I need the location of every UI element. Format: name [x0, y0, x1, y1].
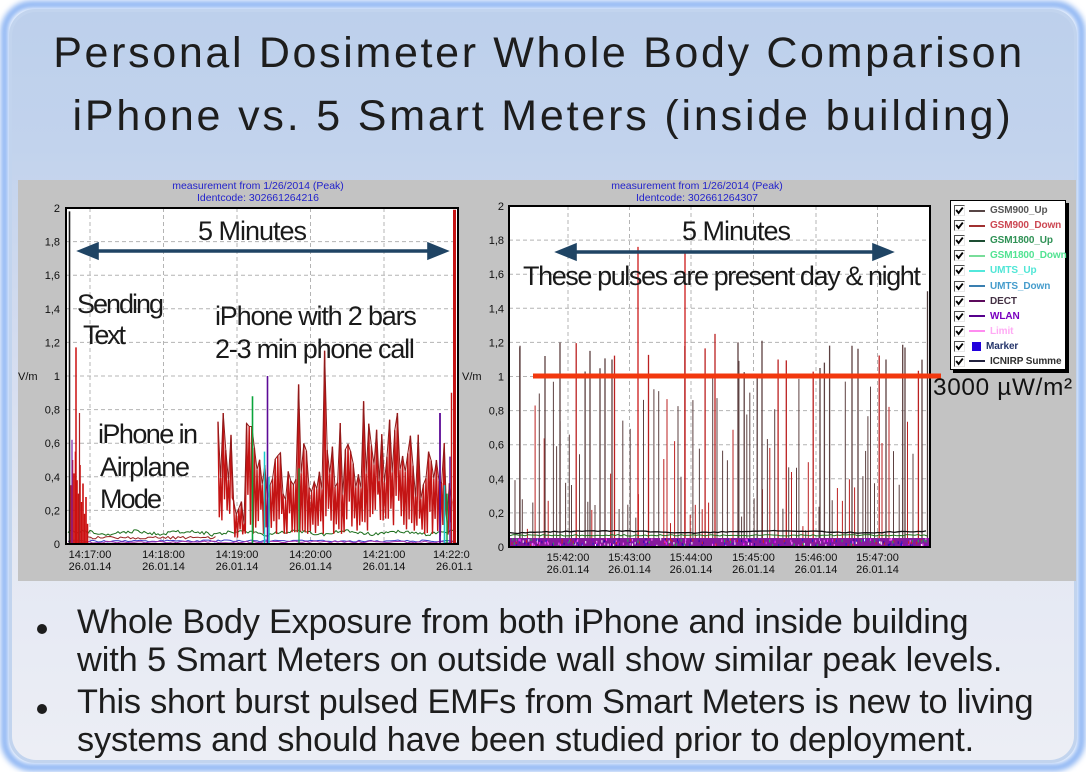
svg-text:26.01.14: 26.01.14: [608, 564, 651, 576]
svg-text:iPhone in: iPhone in: [98, 419, 197, 449]
svg-text:1: 1: [498, 372, 504, 384]
svg-text:5 Minutes: 5 Minutes: [682, 216, 790, 246]
svg-text:15:44:00: 15:44:00: [670, 552, 713, 564]
svg-text:0,2: 0,2: [45, 505, 60, 517]
svg-text:2: 2: [54, 203, 60, 215]
svg-text:0,8: 0,8: [489, 406, 504, 418]
svg-text:2: 2: [498, 201, 504, 213]
svg-text:0,2: 0,2: [489, 508, 504, 520]
svg-text:26.01.14: 26.01.14: [142, 561, 185, 573]
svg-text:Sending: Sending: [77, 289, 163, 319]
svg-text:Airplane: Airplane: [100, 452, 189, 482]
svg-text:Identcode: 302661264307: Identcode: 302661264307: [636, 192, 758, 204]
svg-text:14:18:00: 14:18:00: [142, 549, 185, 561]
svg-text:1,8: 1,8: [45, 237, 60, 249]
svg-text:15:47:00: 15:47:00: [856, 552, 899, 564]
svg-text:V/m: V/m: [18, 371, 38, 383]
svg-text:0,6: 0,6: [489, 440, 504, 452]
svg-text:26.01.14: 26.01.14: [856, 564, 899, 576]
svg-text:15:42:00: 15:42:00: [547, 552, 590, 564]
svg-text:26.01.14: 26.01.14: [547, 564, 590, 576]
svg-text:0,4: 0,4: [489, 474, 504, 486]
svg-text:0: 0: [54, 539, 60, 551]
svg-text:26.01.14: 26.01.14: [69, 561, 112, 573]
svg-text:Mode: Mode: [100, 484, 161, 514]
svg-text:0,8: 0,8: [45, 405, 60, 417]
svg-text:0,6: 0,6: [45, 438, 60, 450]
svg-text:15:45:00: 15:45:00: [732, 552, 775, 564]
svg-text:Text: Text: [83, 320, 127, 350]
svg-text:iPhone with 2 bars: iPhone with 2 bars: [215, 301, 416, 331]
svg-text:26.01.14: 26.01.14: [732, 564, 775, 576]
svg-text:26.01.14: 26.01.14: [795, 564, 838, 576]
svg-text:15:46:00: 15:46:00: [795, 552, 838, 564]
svg-text:26.01.1: 26.01.1: [436, 561, 473, 573]
svg-text:1,6: 1,6: [489, 269, 504, 281]
svg-text:measurement from 1/26/2014 (Pe: measurement from 1/26/2014 (Peak): [611, 180, 783, 192]
svg-text:1,2: 1,2: [45, 337, 60, 349]
svg-text:26.01.14: 26.01.14: [216, 561, 259, 573]
svg-text:1,2: 1,2: [489, 337, 504, 349]
svg-text:1,8: 1,8: [489, 235, 504, 247]
svg-text:0,4: 0,4: [45, 472, 60, 484]
svg-text:1,4: 1,4: [45, 304, 60, 316]
svg-text:14:21:00: 14:21:00: [363, 549, 406, 561]
svg-text:1,6: 1,6: [45, 270, 60, 282]
svg-text:14:19:00: 14:19:00: [216, 549, 259, 561]
svg-text:15:43:00: 15:43:00: [608, 552, 651, 564]
svg-text:14:22:0: 14:22:0: [433, 549, 470, 561]
svg-text:26.01.14: 26.01.14: [363, 561, 406, 573]
svg-text:1: 1: [54, 371, 60, 383]
svg-text:26.01.14: 26.01.14: [289, 561, 332, 573]
svg-text:1,4: 1,4: [489, 303, 504, 315]
svg-text:14:17:00: 14:17:00: [69, 549, 112, 561]
svg-text:V/m: V/m: [462, 371, 482, 383]
svg-text:These pulses are present day &: These pulses are present day & night: [523, 261, 921, 291]
svg-text:2-3 min phone call: 2-3 min phone call: [215, 334, 414, 364]
svg-text:5 Minutes: 5 Minutes: [198, 216, 306, 246]
svg-text:measurement from 1/26/2014 (Pe: measurement from 1/26/2014 (Peak): [172, 180, 344, 192]
svg-text:Identcode: 302661264216: Identcode: 302661264216: [197, 192, 319, 204]
svg-text:14:20:00: 14:20:00: [289, 549, 332, 561]
svg-text:26.01.14: 26.01.14: [670, 564, 713, 576]
svg-text:0: 0: [498, 542, 504, 554]
